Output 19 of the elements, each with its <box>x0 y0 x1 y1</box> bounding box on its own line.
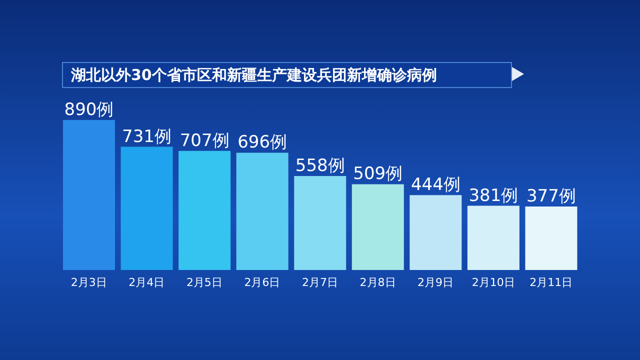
x-tick-label: 2月11日 <box>530 276 573 289</box>
data-label: 890例 <box>64 100 114 120</box>
data-label: 377例 <box>526 186 576 206</box>
x-tick-label: 2月8日 <box>360 276 396 289</box>
data-label: 381例 <box>468 186 518 206</box>
data-label: 707例 <box>180 130 230 151</box>
x-tick-label: 2月6日 <box>244 276 280 289</box>
x-tick-label: 2月9日 <box>418 276 454 289</box>
data-label: 444例 <box>410 175 460 196</box>
data-label: 509例 <box>353 164 403 184</box>
x-tick-label: 2月7日 <box>302 276 338 289</box>
x-tick-label: 2月4日 <box>128 276 165 289</box>
x-tick-label: 2月10日 <box>472 276 515 289</box>
data-label: 731例 <box>122 126 172 147</box>
chart-title: 湖北以外30个省市区和新疆生产建设兵团新增确诊病例 <box>62 62 512 88</box>
x-tick-label: 2月3日 <box>70 276 107 289</box>
x-tick-label: 2月5日 <box>186 276 222 289</box>
data-label: 558例 <box>295 156 345 176</box>
data-label: 696例 <box>238 132 288 153</box>
